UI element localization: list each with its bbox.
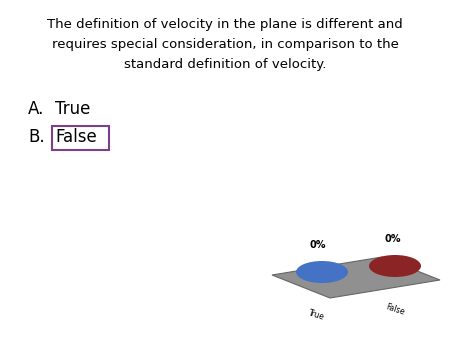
Text: standard definition of velocity.: standard definition of velocity.: [124, 58, 326, 71]
Text: 0%: 0%: [385, 234, 401, 244]
Text: True: True: [307, 308, 325, 321]
Text: False: False: [55, 128, 97, 146]
Polygon shape: [272, 257, 440, 298]
Ellipse shape: [369, 255, 421, 277]
Text: B.: B.: [28, 128, 45, 146]
Text: The definition of velocity in the plane is different and: The definition of velocity in the plane …: [47, 18, 403, 31]
Text: requires special consideration, in comparison to the: requires special consideration, in compa…: [52, 38, 398, 51]
Text: A.: A.: [28, 100, 45, 118]
Ellipse shape: [296, 261, 348, 283]
Text: 0%: 0%: [310, 240, 326, 250]
Text: True: True: [55, 100, 90, 118]
Text: False: False: [384, 302, 405, 316]
